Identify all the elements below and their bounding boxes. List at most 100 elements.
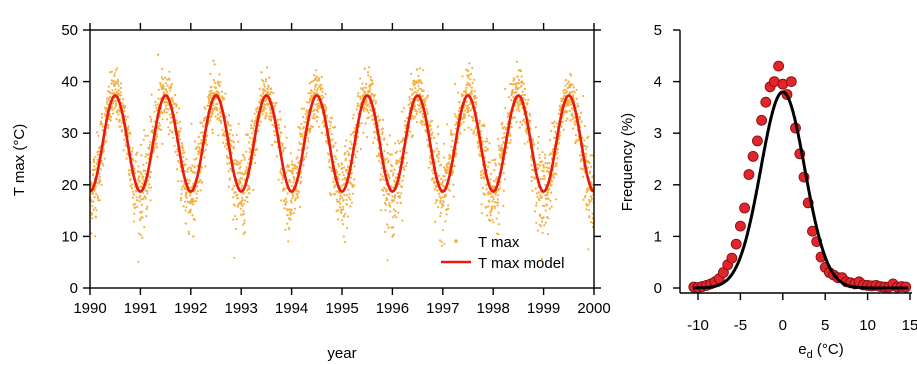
tmax-point bbox=[387, 175, 390, 178]
tmax-point bbox=[341, 196, 344, 199]
tmax-point bbox=[91, 191, 94, 195]
tmax-point bbox=[525, 132, 528, 135]
tmax-point bbox=[577, 104, 580, 108]
tmax-point bbox=[460, 123, 463, 126]
tmax-point bbox=[98, 175, 101, 178]
tmax-point bbox=[384, 187, 387, 191]
y-tick-label: 1 bbox=[654, 228, 662, 245]
tmax-point bbox=[571, 83, 574, 86]
frequency-marker bbox=[756, 114, 767, 126]
tmax-point bbox=[116, 82, 119, 85]
tmax-point bbox=[236, 193, 239, 197]
tmax-point bbox=[373, 123, 376, 126]
tmax-point bbox=[288, 228, 291, 231]
tmax-point bbox=[93, 187, 97, 191]
tmax-point bbox=[273, 140, 276, 143]
tmax-point bbox=[468, 114, 471, 117]
tmax-point bbox=[263, 85, 266, 88]
tmax-point bbox=[444, 195, 447, 198]
tmax-point bbox=[483, 125, 486, 128]
tmax-point bbox=[162, 87, 165, 90]
tmax-point bbox=[120, 128, 123, 131]
tmax-point bbox=[305, 152, 308, 155]
tmax-point bbox=[393, 196, 396, 199]
tmax-point bbox=[399, 150, 402, 153]
tmax-point bbox=[392, 172, 395, 175]
tmax-point bbox=[545, 166, 548, 169]
tmax-point bbox=[496, 137, 499, 140]
tmax-point bbox=[102, 164, 105, 167]
tmax-point bbox=[550, 205, 553, 208]
tmax-point bbox=[271, 123, 274, 126]
legend-tmax-label: T max bbox=[478, 234, 520, 251]
tmax-point bbox=[140, 198, 143, 201]
tmax-point bbox=[517, 82, 521, 85]
tmax-point bbox=[198, 151, 201, 155]
tmax-point bbox=[390, 169, 393, 172]
tmax-point bbox=[537, 167, 540, 170]
tmax-point bbox=[328, 127, 331, 130]
tmax-point bbox=[172, 136, 175, 139]
y-tick-label: 2 bbox=[654, 177, 662, 194]
tmax-point bbox=[262, 80, 265, 83]
frequency-marker bbox=[760, 96, 772, 108]
tmax-point bbox=[268, 118, 271, 121]
tmax-point bbox=[136, 205, 139, 208]
tmax-point bbox=[446, 165, 449, 169]
tmax-point bbox=[409, 102, 412, 105]
tmax-point bbox=[117, 113, 120, 116]
tmax-point bbox=[139, 233, 143, 237]
tmax-point bbox=[398, 160, 401, 163]
tmax-point bbox=[298, 205, 302, 209]
tmax-point bbox=[386, 151, 389, 155]
tmax-point bbox=[556, 122, 559, 125]
tmax-point bbox=[146, 190, 149, 193]
tmax-point bbox=[367, 74, 370, 77]
tmax-point bbox=[537, 141, 540, 144]
tmax-point bbox=[108, 112, 111, 116]
tmax-point bbox=[119, 125, 122, 128]
tmax-point bbox=[527, 98, 530, 101]
tmax-point bbox=[516, 98, 519, 101]
tmax-point bbox=[536, 192, 539, 195]
tmax-point bbox=[395, 216, 398, 219]
tmax-point bbox=[213, 63, 216, 66]
tmax-point bbox=[342, 208, 345, 211]
tmax-point bbox=[347, 188, 350, 191]
tmax-point bbox=[467, 108, 470, 111]
tmax-point bbox=[436, 189, 439, 192]
tmax-point bbox=[216, 102, 219, 105]
tmax-point bbox=[567, 80, 570, 83]
tmax-point bbox=[264, 117, 267, 120]
tmax-point bbox=[392, 174, 395, 177]
tmax-point bbox=[94, 216, 97, 219]
tmax-point bbox=[239, 182, 242, 185]
tmax-point bbox=[155, 106, 158, 109]
tmax-point bbox=[253, 149, 256, 152]
tmax-point bbox=[307, 140, 310, 143]
tmax-point bbox=[189, 194, 192, 197]
tmax-point bbox=[519, 101, 522, 104]
frequency-marker bbox=[739, 202, 750, 214]
tmax-point bbox=[105, 100, 109, 103]
tmax-point bbox=[229, 124, 232, 127]
tmax-point bbox=[472, 131, 475, 135]
tmax-point bbox=[165, 107, 168, 110]
tmax-point bbox=[329, 124, 332, 127]
tmax-point bbox=[363, 67, 366, 70]
tmax-point bbox=[420, 109, 423, 112]
tmax-point bbox=[203, 117, 207, 120]
tmax-point bbox=[386, 143, 389, 146]
tmax-point bbox=[502, 204, 505, 208]
tmax-point bbox=[587, 208, 591, 211]
tmax-point bbox=[497, 233, 500, 236]
tmax-point bbox=[191, 214, 194, 217]
tmax-point bbox=[500, 144, 503, 147]
tmax-point bbox=[453, 164, 456, 167]
tmax-point bbox=[474, 94, 477, 97]
tmax-point bbox=[126, 152, 129, 155]
tmax-point bbox=[444, 193, 447, 196]
tmax-point bbox=[511, 116, 514, 119]
tmax-point bbox=[373, 93, 376, 97]
